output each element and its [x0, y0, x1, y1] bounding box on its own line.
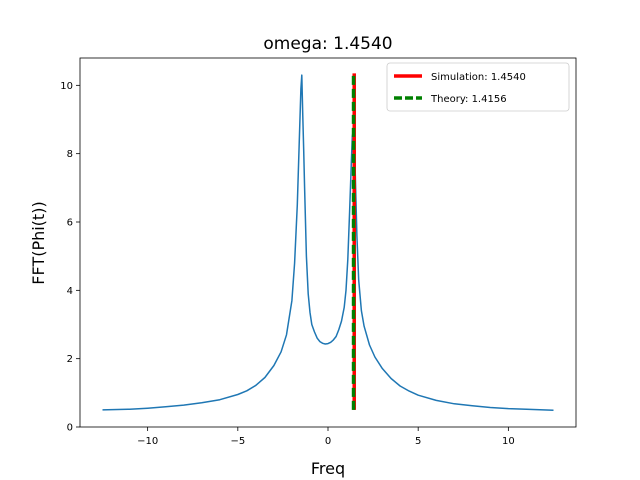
plot-layer	[102, 73, 554, 412]
x-axis-title: Freq	[311, 459, 345, 478]
x-tick-label: 5	[415, 436, 421, 447]
plot-frame	[79, 57, 577, 428]
y-tick-label: 6	[67, 218, 73, 229]
x-tick-label: −10	[137, 436, 158, 447]
x-tick-label: 0	[325, 436, 331, 447]
chart-title: omega: 1.4540	[263, 34, 392, 54]
x-tick-label: 10	[502, 436, 515, 447]
legend-box	[386, 62, 570, 112]
legend-theory-label: Theory: 1.4156	[430, 94, 507, 105]
legend: Simulation: 1.4540 Theory: 1.4156	[386, 62, 570, 112]
y-tick-label: 0	[67, 423, 73, 434]
legend-simulation-label: Simulation: 1.4540	[431, 72, 526, 83]
y-tick-label: 10	[60, 81, 73, 92]
series-line-0	[102, 74, 554, 412]
plot-area	[80, 58, 576, 427]
y-tick-label: 2	[67, 354, 73, 365]
y-tick-label: 8	[67, 149, 73, 160]
axes-layer: −10 −5 0 5 10 0 2 4 6 8 10	[60, 81, 514, 447]
x-tick-label: −5	[230, 436, 245, 447]
y-axis-title: FFT(Phi(t))	[29, 201, 48, 284]
y-tick-label: 4	[67, 286, 73, 297]
